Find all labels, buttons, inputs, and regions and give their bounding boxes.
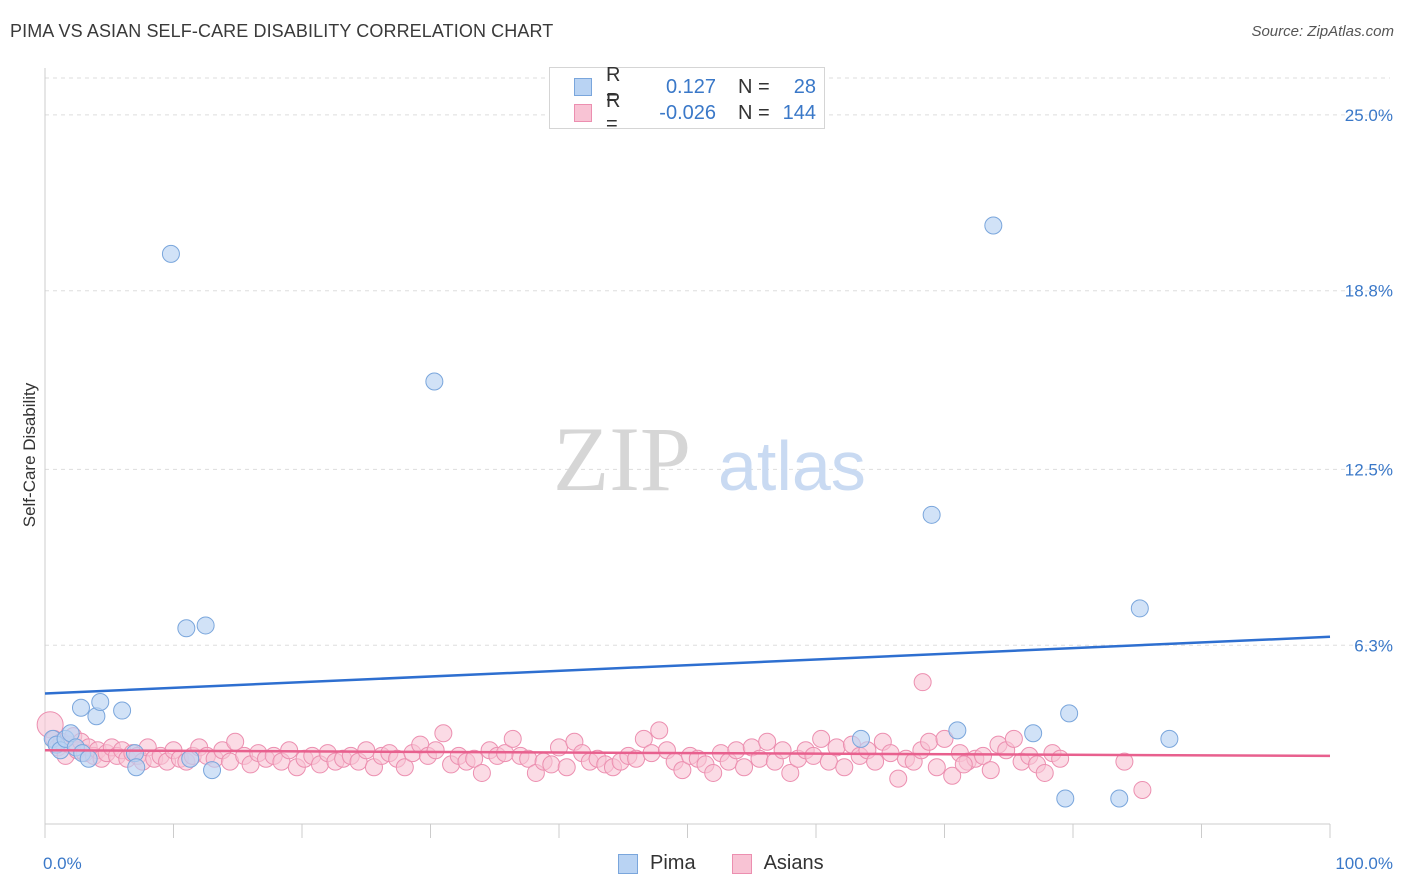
asians-point bbox=[954, 755, 973, 774]
asians-point bbox=[357, 741, 376, 760]
watermark: ZIP atlas bbox=[553, 408, 866, 510]
pima-legend-swatch bbox=[618, 853, 638, 874]
asians-point bbox=[812, 729, 831, 748]
asians-point bbox=[781, 763, 800, 782]
pima-point bbox=[948, 721, 967, 740]
asians-point bbox=[1004, 729, 1023, 748]
pima-point bbox=[1110, 789, 1129, 808]
pima-point bbox=[425, 372, 444, 391]
asians-point bbox=[1051, 749, 1070, 768]
legend-item-pima[interactable]: Pima bbox=[618, 852, 696, 875]
asians-point bbox=[866, 752, 885, 771]
asians-trend-line bbox=[44, 749, 1331, 758]
asians-point bbox=[650, 721, 669, 740]
y-tick-label: 18.8% bbox=[1345, 282, 1393, 301]
asians-point bbox=[935, 729, 954, 748]
series-legend: Pima Asians bbox=[618, 852, 860, 875]
asians-point bbox=[981, 761, 1000, 780]
pima-point bbox=[922, 505, 941, 524]
pima-point bbox=[203, 761, 222, 780]
asians-point bbox=[889, 769, 908, 788]
pima-series bbox=[43, 216, 1179, 808]
pima-point bbox=[127, 758, 146, 777]
n-label: N = bbox=[738, 75, 770, 98]
asians-swatch bbox=[574, 104, 592, 122]
asians-point bbox=[735, 758, 754, 777]
pima-point bbox=[181, 749, 200, 768]
pima-point bbox=[91, 693, 110, 712]
y-tick-label: 6.3% bbox=[1354, 636, 1393, 655]
pima-trend-line bbox=[44, 635, 1331, 695]
tick-labels: 6.3% 12.5% 18.8% 25.0% 0.0% 100.0% bbox=[43, 106, 1393, 873]
x-tick-label: 100.0% bbox=[1335, 854, 1393, 873]
source-credit: Source: ZipAtlas.com bbox=[1251, 23, 1394, 40]
legend-row-asians: R = -0.026 N = 144 bbox=[574, 90, 816, 135]
legend-row-pima: R = 0.127 N = 28 bbox=[574, 64, 816, 109]
pima-point bbox=[196, 616, 215, 635]
asians-point bbox=[704, 763, 723, 782]
asians-point bbox=[920, 732, 939, 751]
asians-point bbox=[673, 761, 692, 780]
grid-lines bbox=[45, 77, 1390, 646]
n-label: N = bbox=[738, 101, 770, 124]
n-value: 28 bbox=[793, 75, 816, 98]
pima-point bbox=[1056, 789, 1075, 808]
r-label: R = bbox=[606, 90, 621, 135]
pima-swatch bbox=[574, 78, 592, 96]
asians-point bbox=[426, 741, 445, 760]
r-value: -0.026 bbox=[659, 101, 716, 124]
axes bbox=[44, 68, 1331, 838]
pima-point bbox=[161, 244, 180, 263]
asians-point bbox=[804, 746, 823, 765]
page-title: PIMA VS ASIAN SELF-CARE DISABILITY CORRE… bbox=[10, 21, 554, 41]
asians-point bbox=[395, 758, 414, 777]
y-tick-label: 12.5% bbox=[1345, 460, 1393, 479]
x-tick-label: 0.0% bbox=[43, 854, 82, 873]
asians-point bbox=[472, 763, 491, 782]
r-value: 0.127 bbox=[665, 75, 716, 98]
y-axis-label: Self-Care Disability bbox=[20, 382, 39, 527]
pima-point bbox=[1060, 704, 1079, 723]
asians-point bbox=[1035, 763, 1054, 782]
pima-point bbox=[79, 749, 98, 768]
watermark-atlas: atlas bbox=[718, 427, 866, 505]
asians-point bbox=[465, 749, 484, 768]
y-tick-label: 25.0% bbox=[1345, 106, 1393, 125]
asians-point bbox=[943, 766, 962, 785]
pima-point bbox=[177, 619, 196, 638]
pima-point bbox=[113, 701, 132, 720]
n-value: 144 bbox=[782, 101, 816, 124]
trend-lines bbox=[44, 635, 1331, 758]
pima-point bbox=[984, 216, 1003, 235]
pima-point bbox=[1160, 729, 1179, 748]
asians-point bbox=[1115, 752, 1134, 771]
asians-point bbox=[1133, 780, 1152, 799]
asians-point bbox=[835, 758, 854, 777]
pima-point bbox=[1024, 724, 1043, 743]
asians-legend-swatch bbox=[731, 853, 752, 874]
asians-point bbox=[503, 729, 522, 748]
asians-point bbox=[542, 755, 561, 774]
asians-point bbox=[913, 673, 932, 692]
asians-point bbox=[634, 729, 653, 748]
asians-point bbox=[927, 758, 946, 777]
r-label: R = bbox=[606, 64, 621, 109]
pima-point bbox=[851, 729, 870, 748]
asians-legend-label: Asians bbox=[763, 852, 824, 874]
legend-item-asians[interactable]: Asians bbox=[731, 852, 824, 875]
watermark-zip: ZIP bbox=[553, 408, 691, 510]
asians-point bbox=[557, 758, 576, 777]
pima-legend-label: Pima bbox=[650, 852, 696, 874]
asians-point bbox=[758, 732, 777, 751]
asians-point bbox=[727, 741, 746, 760]
correlation-legend: R = 0.127 N = 28 R = -0.026 N = 144 bbox=[549, 64, 825, 135]
asians-series bbox=[36, 673, 1152, 799]
pima-point bbox=[71, 698, 90, 717]
pima-point bbox=[1130, 599, 1149, 618]
asians-point bbox=[773, 741, 792, 760]
asians-point bbox=[434, 724, 453, 743]
asians-point bbox=[974, 746, 993, 765]
